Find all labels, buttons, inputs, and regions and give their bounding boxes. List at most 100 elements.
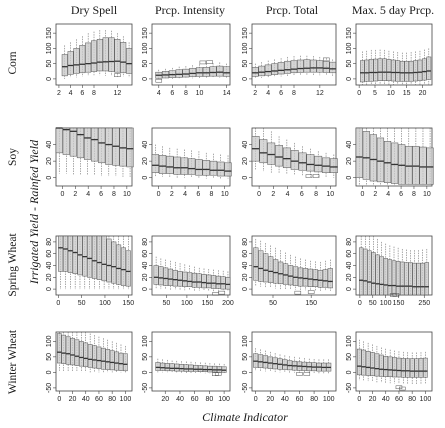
- x-tick-label: 5: [373, 90, 377, 97]
- box: [306, 154, 315, 172]
- panel-3-2: -50 0 50 100 0 20 40 60 80 100: [242, 331, 337, 403]
- box: [282, 147, 291, 169]
- box: [98, 127, 106, 164]
- x-tick-label: 8: [412, 191, 416, 198]
- box: [386, 59, 392, 81]
- x-tick-label: 6: [99, 191, 103, 198]
- box: [258, 250, 264, 282]
- x-tick-label: 2: [57, 90, 61, 97]
- x-tick-label: 12: [316, 90, 324, 97]
- x-tick-label: 100: [323, 396, 335, 403]
- panel-frame: [151, 23, 231, 86]
- box: [284, 60, 291, 74]
- box: [96, 235, 102, 280]
- box: [126, 48, 133, 74]
- box: [109, 350, 115, 371]
- box: [278, 261, 284, 285]
- x-tick-label: 10: [196, 90, 204, 97]
- x-tick-label: 150: [122, 300, 134, 307]
- box: [368, 59, 374, 82]
- box: [387, 356, 393, 377]
- box: [65, 336, 71, 365]
- box: [267, 142, 276, 165]
- box: [426, 56, 432, 80]
- box: [314, 155, 323, 173]
- y-tick-label: 0: [346, 77, 353, 81]
- box: [126, 127, 134, 168]
- x-tick-label: 6: [279, 90, 283, 97]
- column-title-0: Dry Spell: [71, 3, 118, 17]
- box: [367, 250, 372, 296]
- y-tick-label: 0: [142, 370, 149, 374]
- box: [408, 60, 414, 82]
- x-tick-label: 150: [393, 300, 405, 307]
- box: [118, 352, 124, 371]
- x-tick-label: 0: [257, 191, 261, 198]
- box: [206, 274, 212, 289]
- x-tick-label: 20: [266, 396, 274, 403]
- x-tick-label: 100: [420, 396, 432, 403]
- outlier: [155, 78, 163, 83]
- x-tick-label: 10: [123, 191, 131, 198]
- box: [169, 363, 175, 372]
- x-tick-label: 100: [120, 396, 132, 403]
- box: [377, 58, 383, 81]
- y-tick-label: 0: [46, 287, 53, 291]
- panel-1-1: 0 20 40 0 2 4 6 8 10: [142, 127, 232, 198]
- box: [398, 144, 406, 185]
- box: [79, 341, 84, 367]
- y-tick-label: 0: [346, 370, 353, 374]
- panel-2-1: 0 20 40 60 80 50 100 150 200: [142, 235, 234, 307]
- box: [177, 271, 183, 287]
- box: [101, 347, 106, 370]
- box: [212, 365, 218, 373]
- panel-frame: [55, 331, 133, 392]
- y-tick-label: 40: [46, 262, 53, 270]
- y-tick-label: 20: [346, 157, 353, 165]
- y-tick-label: 150: [46, 27, 53, 39]
- box: [114, 351, 119, 371]
- box: [195, 159, 203, 176]
- box: [163, 267, 169, 286]
- row-label-0: Corn: [7, 51, 19, 74]
- box: [182, 271, 188, 287]
- y-tick-label: 150: [242, 27, 249, 39]
- box: [273, 259, 279, 284]
- x-tick-label: 2: [253, 90, 257, 97]
- y-tick-label: 60: [346, 250, 353, 258]
- x-tick-label: 80: [310, 396, 318, 403]
- x-tick-label: 20: [419, 90, 427, 97]
- box: [202, 365, 208, 372]
- x-tick-label: 0: [56, 300, 60, 307]
- box: [317, 269, 323, 288]
- box: [183, 364, 189, 372]
- box: [202, 67, 210, 77]
- x-tick-label: 150: [202, 300, 214, 307]
- box: [312, 269, 318, 287]
- y-tick-label: 0: [346, 176, 353, 180]
- x-tick-label: 150: [305, 300, 317, 307]
- box: [91, 127, 99, 162]
- box: [173, 156, 181, 175]
- box: [307, 268, 314, 287]
- box: [371, 252, 376, 296]
- column-title-3: Max. 5 day Prcp.: [352, 3, 434, 17]
- box: [182, 68, 190, 78]
- x-tick-label: 0: [357, 396, 361, 403]
- box: [364, 59, 370, 82]
- box: [91, 235, 97, 279]
- box: [67, 51, 74, 75]
- x-tick-label: 12: [113, 90, 121, 97]
- x-tick-label: 8: [314, 191, 318, 198]
- box: [329, 158, 338, 173]
- y-tick-label: 40: [242, 262, 249, 270]
- y-tick-label: 100: [346, 42, 353, 54]
- panel-frame: [251, 331, 337, 392]
- x-tick-label: 6: [399, 191, 403, 198]
- box: [275, 145, 283, 167]
- box: [259, 139, 268, 164]
- y-tick-label: 20: [242, 157, 249, 165]
- y-tick-label: 40: [142, 141, 149, 149]
- box: [96, 39, 103, 72]
- x-tick-label: 80: [205, 396, 213, 403]
